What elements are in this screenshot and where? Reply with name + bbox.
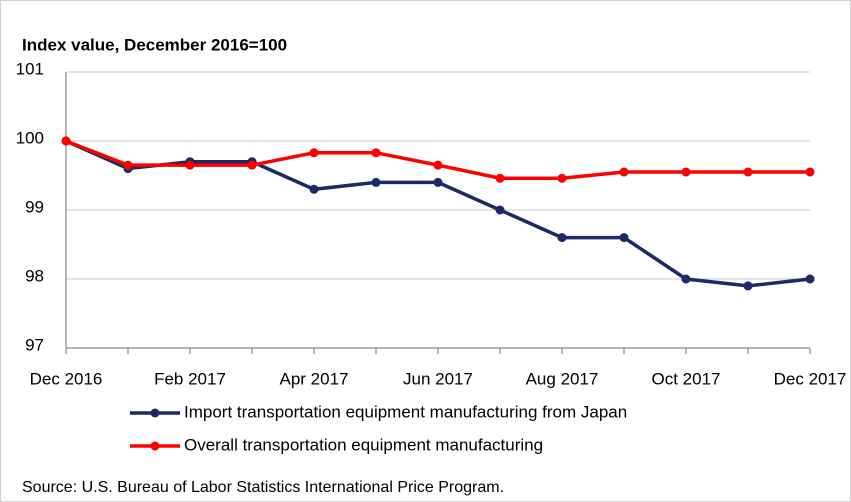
- y-tick-label: 98: [25, 266, 44, 285]
- point: [247, 160, 257, 170]
- point: [805, 274, 815, 284]
- point: [681, 274, 691, 284]
- point: [495, 205, 505, 215]
- y-tick-label: 99: [25, 197, 44, 216]
- point: [619, 233, 629, 243]
- y-tick-label: 100: [16, 128, 44, 147]
- point: [371, 177, 381, 187]
- point: [557, 233, 567, 243]
- chart-title: Index value, December 2016=100: [22, 35, 287, 54]
- point: [805, 167, 815, 177]
- legend-label: Overall transportation equipment manufac…: [184, 435, 543, 454]
- x-tick-label: Apr 2017: [280, 369, 349, 388]
- point: [123, 160, 133, 170]
- point: [743, 167, 753, 177]
- x-tick-label: Oct 2017: [652, 369, 721, 388]
- x-tick-label: Dec 2017: [774, 369, 847, 388]
- legend-marker: [150, 441, 160, 451]
- x-tick-label: Jun 2017: [403, 369, 473, 388]
- x-tick-label: Feb 2017: [154, 369, 226, 388]
- point: [619, 167, 629, 177]
- y-tick-label: 97: [25, 335, 44, 354]
- x-tick-label: Aug 2017: [526, 369, 599, 388]
- point: [185, 160, 195, 170]
- x-tick-label: Dec 2016: [30, 369, 103, 388]
- source-note: Source: U.S. Bureau of Labor Statistics …: [22, 479, 504, 496]
- y-tick-label: 101: [16, 59, 44, 78]
- point: [743, 281, 753, 291]
- point: [557, 173, 567, 183]
- point: [371, 148, 381, 158]
- point: [433, 177, 443, 187]
- point: [309, 148, 319, 158]
- point: [433, 160, 443, 170]
- point: [309, 184, 319, 194]
- legend-marker: [150, 408, 160, 418]
- point: [495, 173, 505, 183]
- legend-label: Import transportation equipment manufact…: [184, 402, 627, 421]
- point: [681, 167, 691, 177]
- point: [61, 136, 71, 146]
- series-line: [65, 139, 810, 181]
